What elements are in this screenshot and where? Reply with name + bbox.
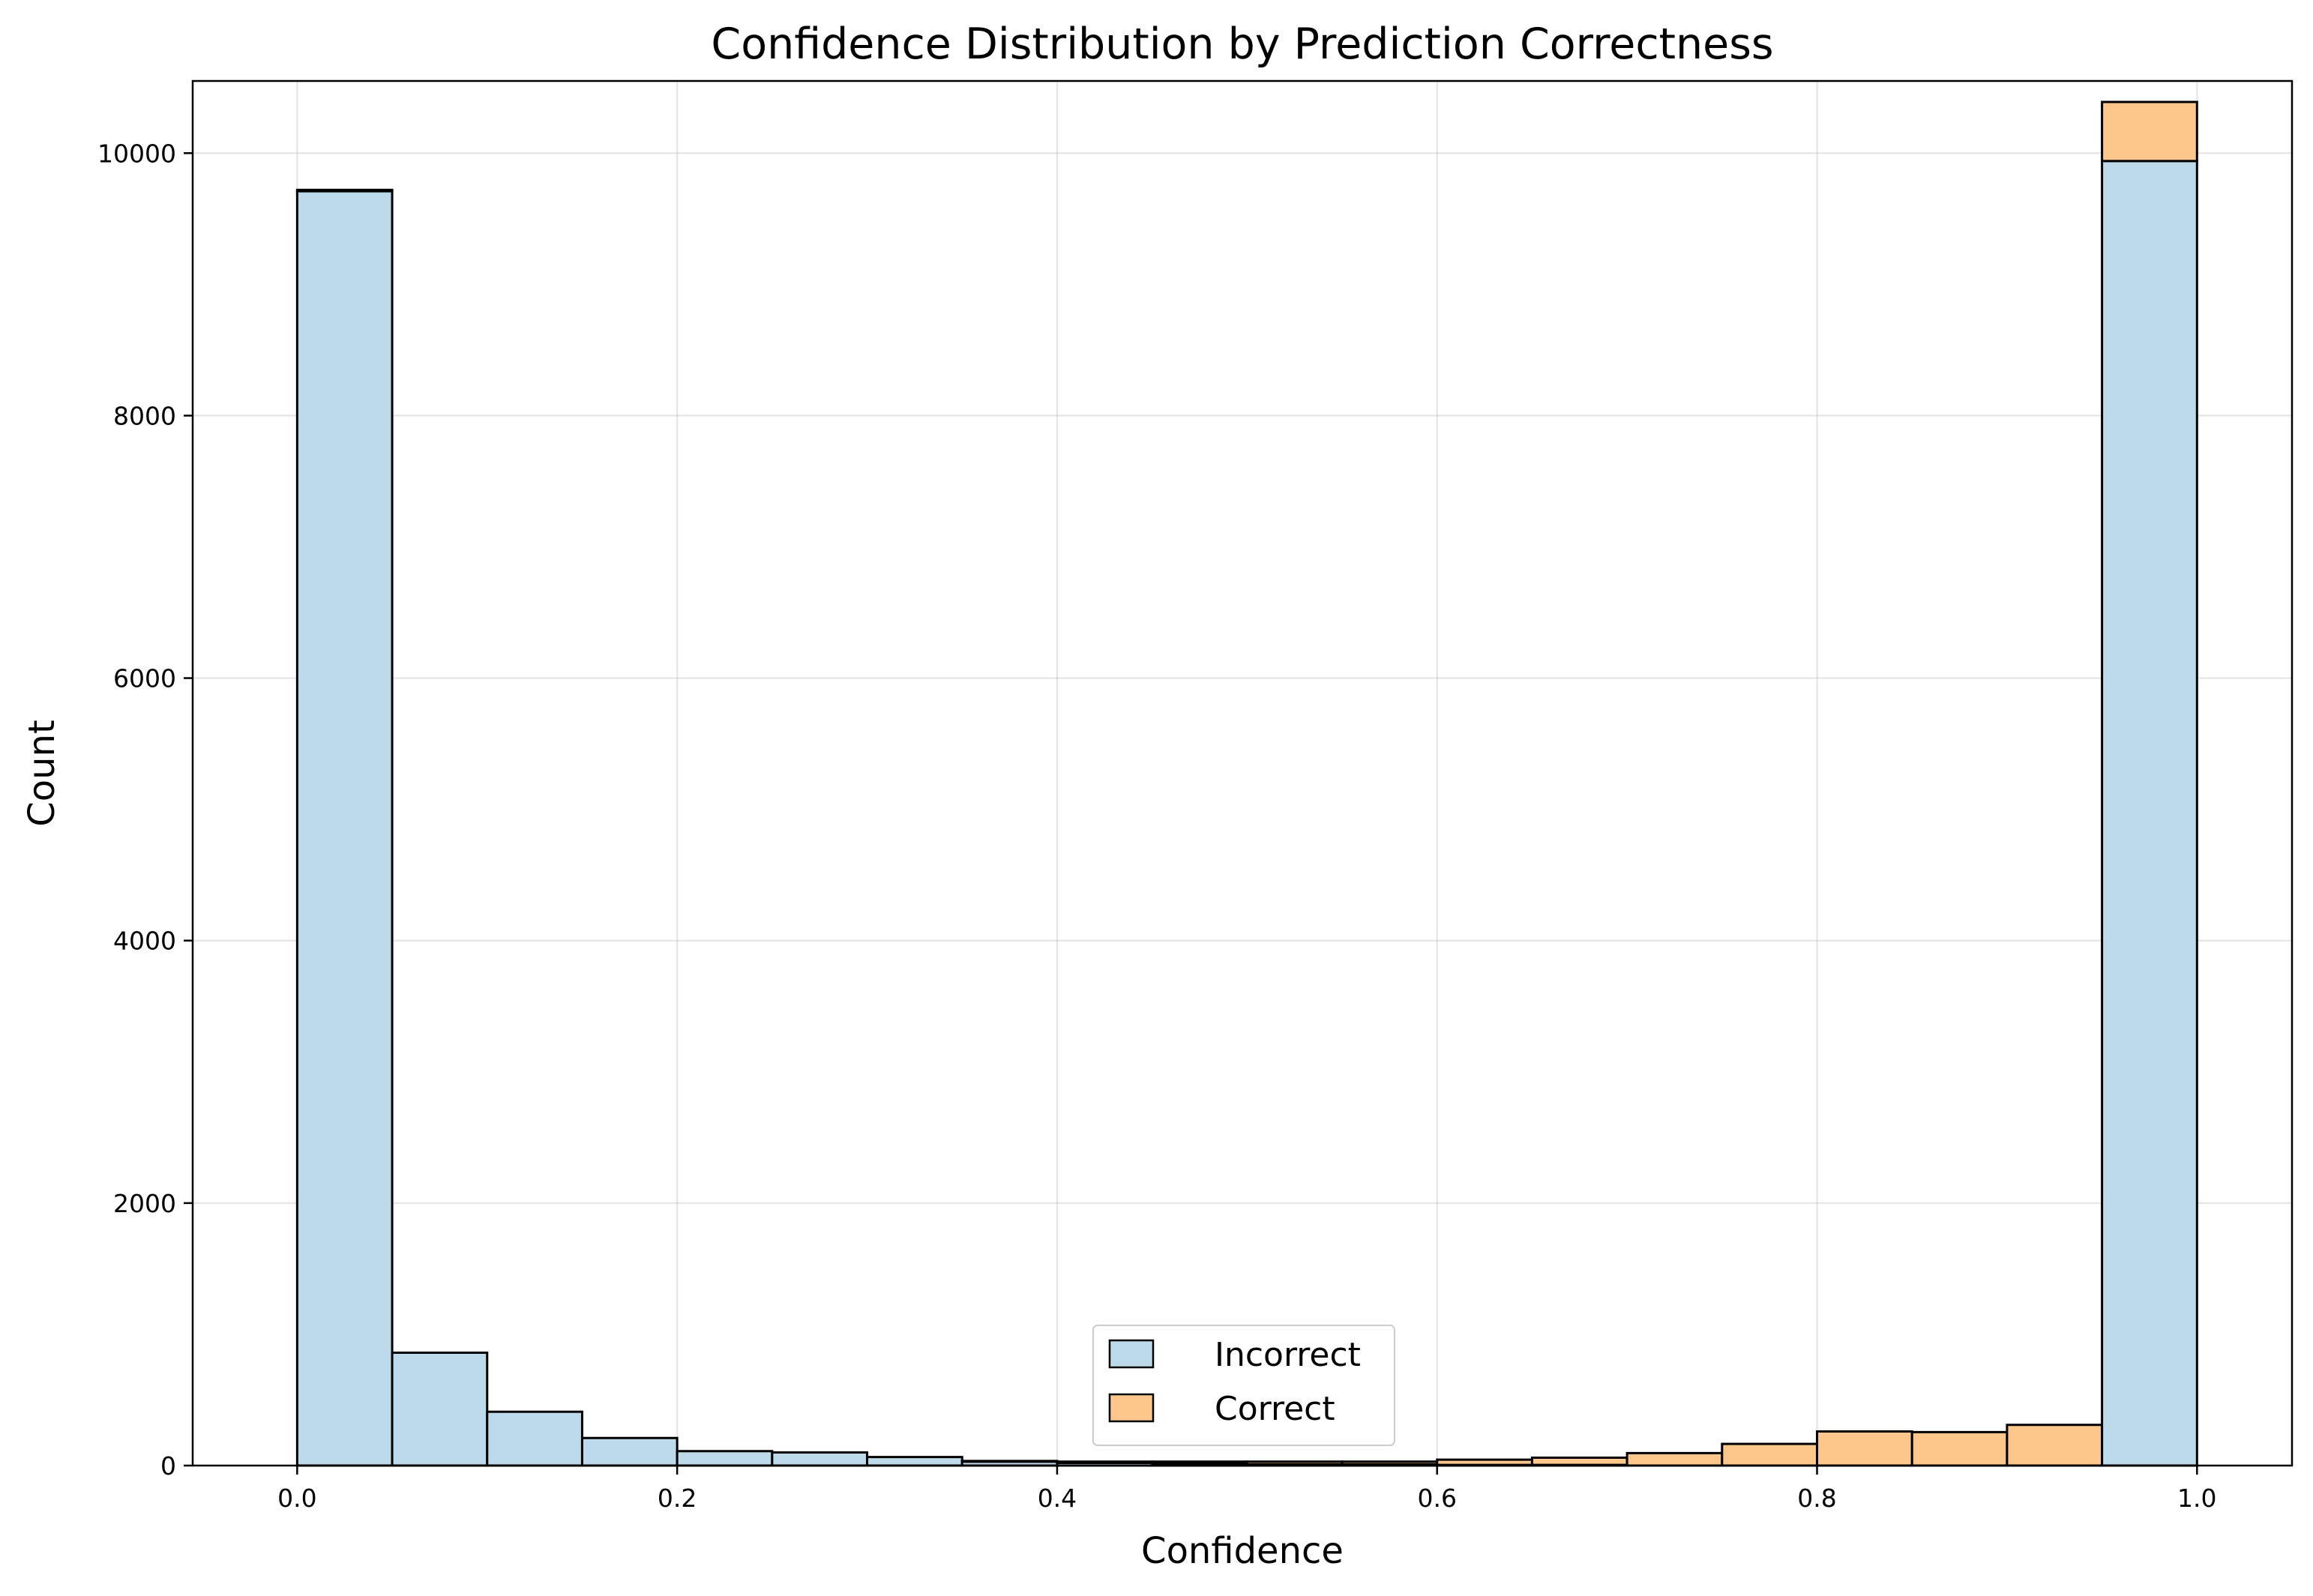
y-tick-label: 10000 xyxy=(97,139,176,168)
bar-correct xyxy=(295,188,394,193)
bar-incorrect xyxy=(580,1436,679,1467)
x-tick-label: 0.8 xyxy=(1797,1484,1836,1513)
legend-label-correct: Correct xyxy=(1215,1390,1335,1428)
legend-swatch-correct xyxy=(1108,1393,1155,1423)
bar-correct xyxy=(1151,1460,1248,1465)
plot-frame xyxy=(191,79,2294,1467)
bar-correct xyxy=(1436,1458,1533,1466)
y-tick-label: 0 xyxy=(160,1451,176,1481)
bar-correct xyxy=(2101,100,2198,163)
bar-correct xyxy=(1341,1460,1439,1466)
bar-correct xyxy=(960,1460,1059,1463)
y-tick-label: 4000 xyxy=(113,927,176,956)
x-axis-ticks: 0.0 0.2 0.4 0.6 0.8 1.0 xyxy=(277,1466,2217,1513)
bar-incorrect xyxy=(771,1451,869,1467)
legend-box xyxy=(1092,1325,1395,1446)
bar-correct xyxy=(1530,1456,1628,1466)
bar-correct xyxy=(2006,1424,2104,1467)
legend-label-incorrect: Incorrect xyxy=(1215,1336,1361,1374)
bar-incorrect xyxy=(391,1351,489,1467)
legend-swatch-incorrect xyxy=(1108,1339,1155,1369)
y-tick-label: 6000 xyxy=(113,664,176,693)
bar-correct xyxy=(1056,1460,1154,1464)
x-tick-label: 0.6 xyxy=(1417,1484,1456,1513)
bar-correct xyxy=(1910,1430,2009,1467)
x-tick-label: 0.4 xyxy=(1038,1484,1077,1513)
bar-incorrect xyxy=(2101,160,2198,1467)
x-tick-label: 1.0 xyxy=(2177,1484,2216,1513)
y-axis-label: Count xyxy=(21,720,63,827)
bar-correct xyxy=(1245,1460,1344,1466)
legend: Incorrect Correct xyxy=(1092,1325,1395,1446)
bar-correct xyxy=(1625,1451,1724,1467)
grid-lines xyxy=(193,81,2292,1466)
x-tick-label: 0.0 xyxy=(277,1484,316,1513)
bar-correct xyxy=(1721,1442,1819,1467)
y-tick-label: 8000 xyxy=(113,401,176,430)
y-tick-label: 2000 xyxy=(113,1189,176,1218)
bar-incorrect xyxy=(295,190,394,1467)
chart-title: Confidence Distribution by Prediction Co… xyxy=(711,19,1773,69)
y-axis-ticks: 0 2000 4000 6000 8000 10000 xyxy=(97,139,193,1481)
bar-incorrect xyxy=(866,1456,963,1467)
x-axis-label: Confidence xyxy=(1141,1530,1344,1572)
bar-incorrect xyxy=(486,1410,583,1467)
bars-layer xyxy=(295,100,2198,1467)
x-tick-label: 0.2 xyxy=(658,1484,697,1513)
bar-correct xyxy=(1816,1430,1913,1467)
bar-incorrect xyxy=(676,1450,774,1467)
